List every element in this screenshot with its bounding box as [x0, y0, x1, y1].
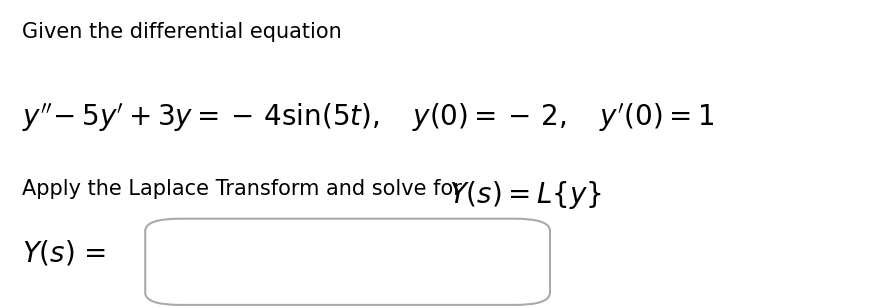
- FancyBboxPatch shape: [145, 219, 550, 305]
- Text: Given the differential equation: Given the differential equation: [22, 22, 341, 42]
- Text: Apply the Laplace Transform and solve for: Apply the Laplace Transform and solve fo…: [22, 179, 468, 199]
- Text: $y''\! - 5y' + 3y = -\,4\sin(5t), \quad y(0) = -\,2, \quad y'(0) = 1$: $y''\! - 5y' + 3y = -\,4\sin(5t), \quad …: [22, 102, 715, 134]
- Text: $Y(s) = L\{y\}$: $Y(s) = L\{y\}$: [449, 179, 602, 211]
- Text: $Y(s)$ =: $Y(s)$ =: [22, 239, 106, 268]
